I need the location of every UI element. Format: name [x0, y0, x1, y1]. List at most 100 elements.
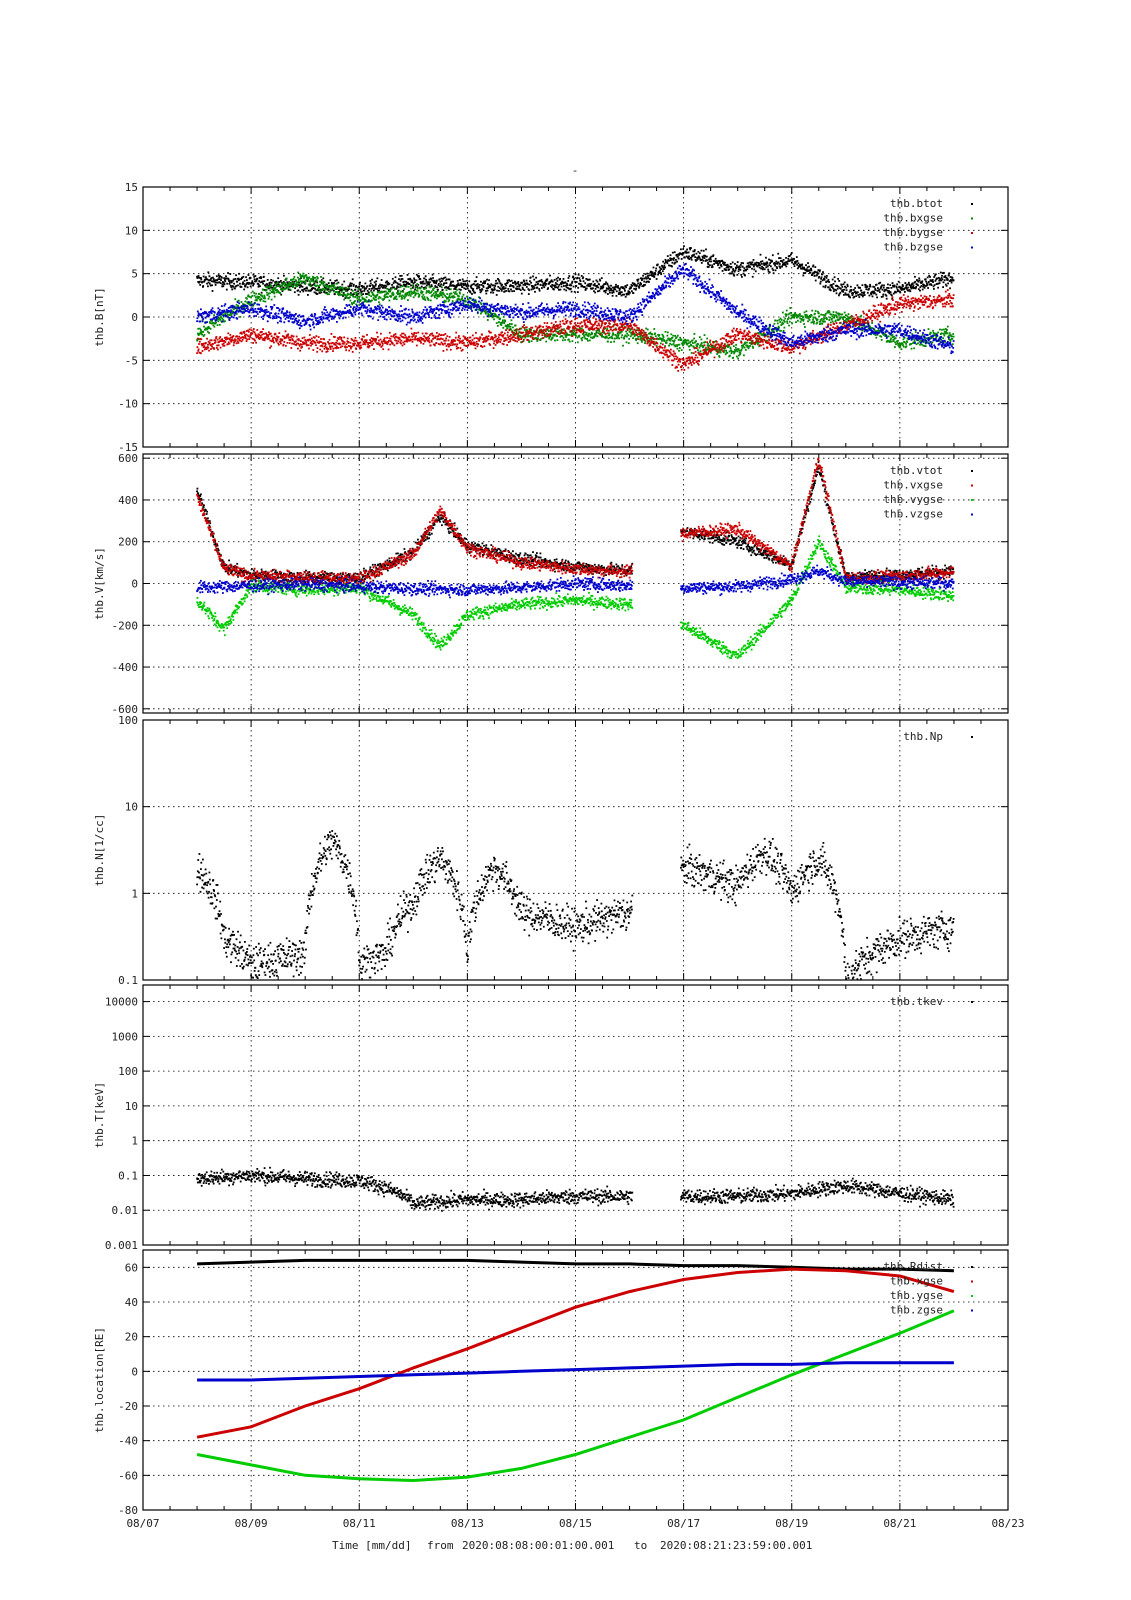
data-point [774, 319, 777, 322]
data-point [897, 289, 900, 292]
data-point [897, 342, 900, 345]
data-point [270, 335, 273, 338]
data-point [480, 312, 482, 315]
data-point [830, 313, 832, 316]
data-point [372, 285, 375, 287]
data-point [437, 283, 440, 285]
data-point [440, 283, 442, 286]
data-point [787, 313, 790, 316]
data-point [618, 332, 621, 335]
data-point [417, 339, 419, 342]
data-point [308, 276, 311, 279]
data-point [449, 283, 452, 286]
data-point [223, 344, 226, 347]
data-point [522, 288, 524, 291]
data-point [502, 319, 504, 322]
data-point [517, 283, 520, 286]
data-point [514, 333, 516, 336]
data-point [695, 259, 698, 261]
data-point [899, 291, 902, 294]
data-point [839, 291, 842, 294]
y-tick-label: -5 [125, 354, 138, 367]
data-point [810, 267, 812, 270]
data-point [674, 335, 676, 337]
data-point [196, 332, 199, 335]
data-point [542, 283, 545, 286]
data-point [815, 322, 818, 325]
data-point [934, 274, 936, 277]
data-point [359, 288, 362, 291]
data-point [388, 282, 391, 285]
data-point [414, 291, 416, 294]
data-point [358, 298, 360, 301]
data-point [468, 280, 471, 283]
data-point [470, 297, 472, 300]
data-point [514, 340, 517, 342]
data-point [212, 322, 215, 324]
data-point [387, 281, 390, 284]
data-point [230, 286, 233, 289]
data-point [607, 288, 610, 290]
data-point [937, 331, 939, 334]
data-point [573, 330, 576, 332]
data-point [499, 282, 502, 285]
data-point [303, 288, 306, 290]
data-point [207, 340, 210, 343]
data-point [820, 277, 822, 280]
data-point [369, 285, 371, 287]
data-point [415, 344, 418, 347]
data-point [273, 290, 275, 293]
data-point [649, 278, 651, 280]
data-point [947, 335, 950, 338]
data-point [880, 335, 883, 338]
data-point [221, 343, 224, 346]
data-point [504, 283, 507, 285]
data-point [401, 332, 403, 335]
data-point [272, 339, 274, 342]
data-point [241, 338, 244, 341]
data-point [576, 341, 579, 344]
data-point [514, 324, 517, 327]
data-point [326, 293, 329, 296]
data-point [243, 330, 246, 333]
data-point [540, 331, 543, 334]
data-point [327, 341, 329, 343]
data-point [917, 280, 920, 283]
data-point [421, 295, 424, 298]
data-point [593, 336, 595, 339]
data-point [457, 297, 459, 300]
data-point [280, 288, 283, 291]
data-point [489, 309, 492, 312]
data-point [486, 302, 488, 305]
data-point [519, 334, 522, 337]
data-point [376, 277, 379, 280]
data-point [899, 287, 902, 290]
data-point [219, 319, 222, 321]
data-point [790, 258, 793, 261]
data-point [484, 280, 487, 282]
data-point [807, 317, 810, 320]
data-point [919, 343, 921, 346]
data-point [221, 317, 224, 320]
data-point [557, 326, 559, 329]
data-point [608, 287, 610, 289]
data-point [843, 311, 846, 314]
data-point [644, 276, 647, 279]
data-point [307, 289, 310, 292]
data-point [477, 306, 480, 308]
data-point [479, 291, 482, 294]
data-point [275, 340, 278, 343]
data-point [637, 278, 640, 281]
data-point [466, 339, 469, 341]
data-point [736, 273, 739, 276]
data-point [352, 342, 354, 345]
data-point [792, 314, 795, 316]
data-point [463, 342, 465, 344]
data-point [555, 277, 558, 280]
data-point [478, 338, 481, 340]
data-point [286, 341, 289, 344]
data-point [644, 273, 647, 276]
data-point [681, 253, 684, 256]
data-point [306, 287, 308, 290]
data-point [214, 339, 217, 342]
